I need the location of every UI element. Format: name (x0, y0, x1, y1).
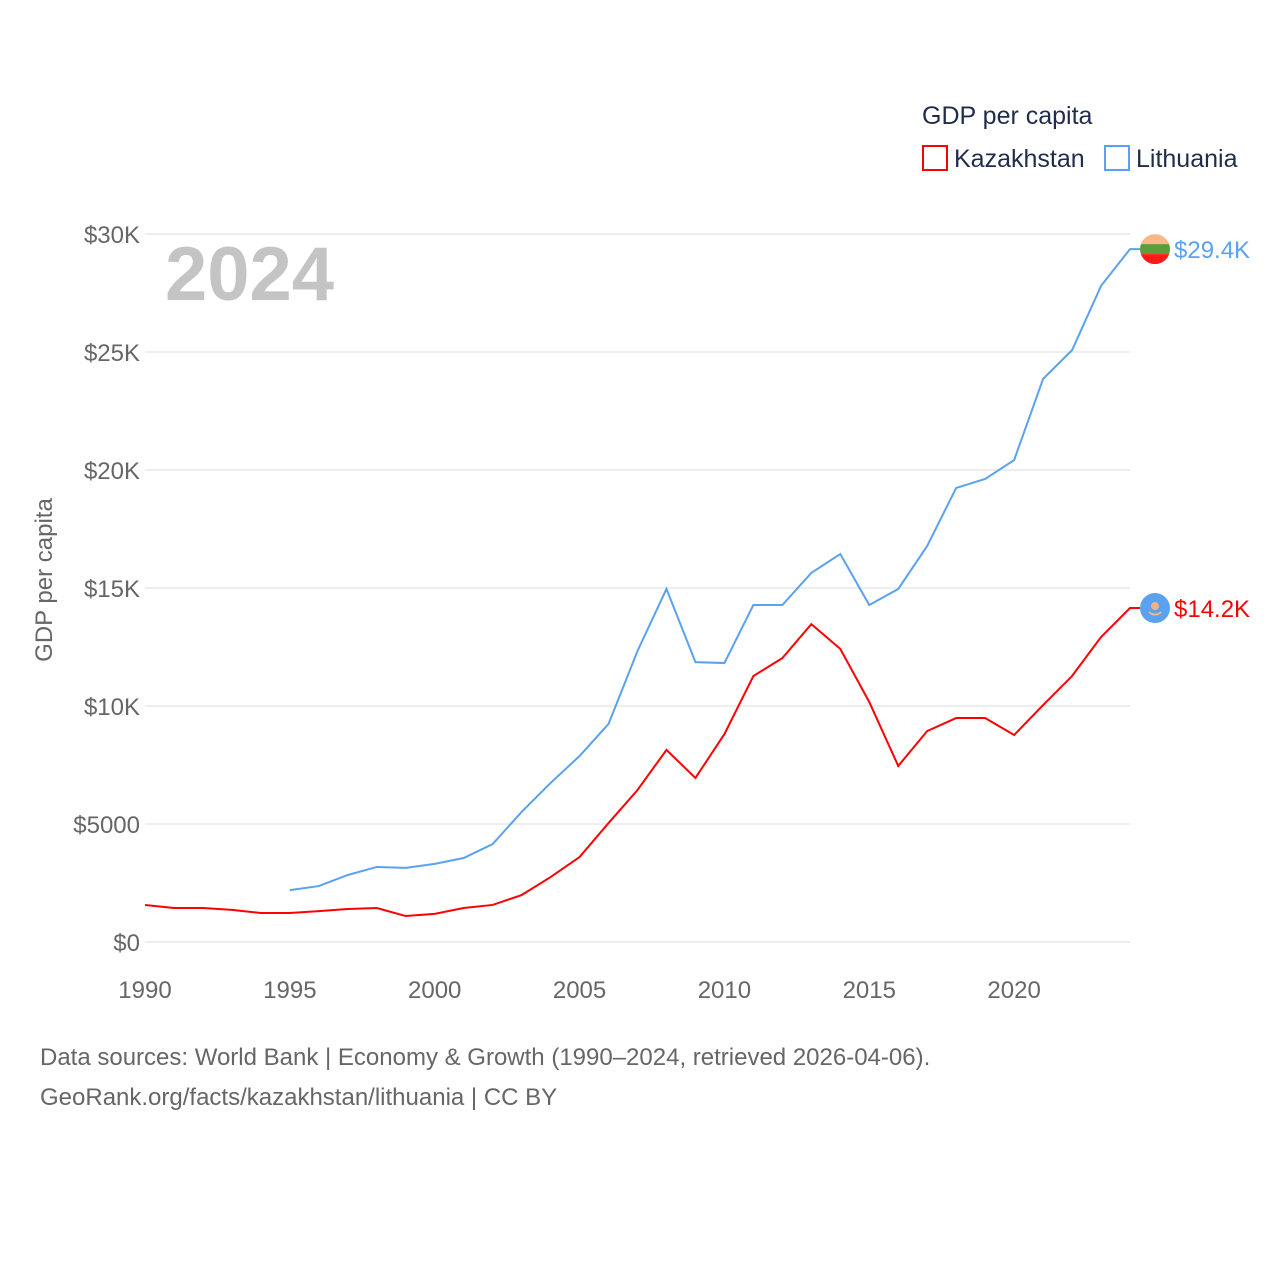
lithuania-flag-icon (1140, 234, 1170, 265)
x-tick-label: 1990 (118, 977, 171, 1004)
x-tick-label: 2015 (843, 977, 896, 1004)
legend-item-kazakhstan[interactable]: Kazakhstan (922, 145, 1085, 173)
y-axis-label: GDP per capita (31, 498, 58, 662)
series-line-lithuania (289, 248, 1140, 892)
footer-sources: Data sources: World Bank | Economy & Gro… (40, 1044, 931, 1071)
y-tick-label: $5000 (73, 812, 140, 839)
x-tick-label: 2005 (553, 977, 606, 1004)
year-watermark: 2024 (165, 232, 334, 317)
x-tick-label: 2020 (987, 977, 1040, 1004)
legend-label: Lithuania (1136, 145, 1238, 173)
legend-label: Kazakhstan (954, 145, 1085, 173)
end-value-label: $14.2K (1174, 596, 1250, 623)
y-tick-label: $30K (84, 222, 140, 249)
y-tick-label: $0 (113, 930, 140, 957)
x-tick-label: 2010 (698, 977, 751, 1004)
legend-swatch (1104, 145, 1130, 171)
series-line-kazakhstan (144, 607, 1140, 918)
y-tick-label: $10K (84, 694, 140, 721)
y-tick-label: $20K (84, 458, 140, 485)
x-tick-label: 2000 (408, 977, 461, 1004)
y-tick-label: $15K (84, 576, 140, 603)
legend-title: GDP per capita (922, 102, 1093, 130)
x-tick-label: 1995 (263, 977, 316, 1004)
y-tick-label: $25K (84, 340, 140, 367)
footer-link[interactable]: GeoRank.org/facts/kazakhstan/lithuania |… (40, 1084, 558, 1111)
legend-swatch (922, 145, 948, 171)
kazakhstan-flag-icon (1140, 593, 1170, 624)
end-value-label: $29.4K (1174, 237, 1250, 264)
legend-item-lithuania[interactable]: Lithuania (1104, 145, 1238, 173)
